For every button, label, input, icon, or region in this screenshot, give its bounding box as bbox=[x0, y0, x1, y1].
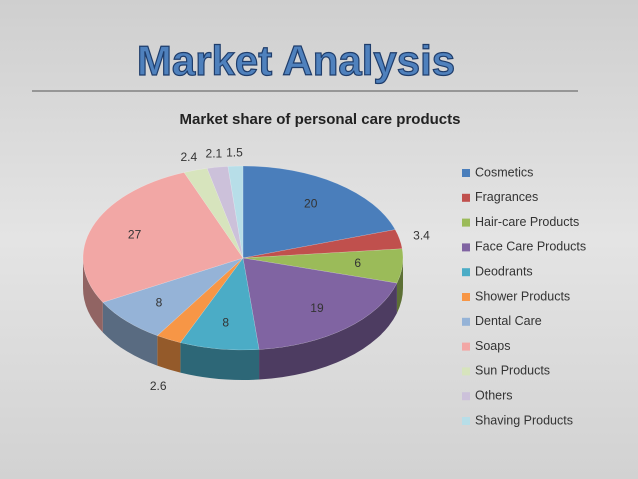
data-label: 8 bbox=[222, 316, 229, 330]
legend-swatch bbox=[462, 342, 470, 351]
legend-label: Sun Products bbox=[475, 364, 550, 378]
data-label: 6 bbox=[354, 256, 361, 270]
slice bbox=[156, 257, 244, 343]
slice-side bbox=[259, 283, 397, 380]
legend-label: Dental Care bbox=[475, 314, 542, 328]
legend-swatch bbox=[462, 193, 470, 202]
legend-swatch bbox=[462, 317, 470, 326]
data-label: 20 bbox=[304, 197, 318, 211]
slice-side bbox=[157, 335, 181, 373]
chart-title: Market share of personal care products bbox=[180, 111, 461, 128]
slice-side bbox=[396, 258, 404, 314]
legend-label: Face Care Products bbox=[475, 240, 586, 254]
slice bbox=[82, 172, 244, 303]
legend-swatch bbox=[462, 392, 470, 401]
legend-label: Hair-care Products bbox=[475, 215, 579, 229]
slice bbox=[242, 229, 403, 259]
data-label: 8 bbox=[156, 296, 163, 310]
slide-title: Market Analysis bbox=[137, 37, 455, 84]
legend-swatch bbox=[462, 243, 470, 252]
data-label: 27 bbox=[128, 228, 142, 242]
legend-swatch bbox=[462, 293, 470, 301]
slice bbox=[183, 168, 244, 259]
legend-label: Cosmetics bbox=[475, 165, 533, 179]
legend-label: Shower Products bbox=[475, 289, 570, 303]
slice-side bbox=[180, 342, 260, 380]
legend-swatch bbox=[462, 367, 470, 376]
slice bbox=[242, 257, 398, 350]
slice-side bbox=[83, 258, 103, 333]
data-label: 2.1 bbox=[206, 147, 223, 161]
data-label: 2.4 bbox=[180, 150, 197, 164]
legend-swatch bbox=[462, 218, 470, 227]
data-label: 1.5 bbox=[226, 145, 243, 159]
slice-side bbox=[102, 302, 158, 366]
slice bbox=[206, 166, 244, 259]
legend-label: Others bbox=[475, 388, 513, 402]
slice bbox=[179, 257, 260, 351]
legend-label: Soaps bbox=[475, 339, 510, 353]
slice bbox=[227, 165, 244, 259]
legend-swatch bbox=[462, 417, 470, 425]
slice bbox=[242, 248, 404, 284]
legend-label: Deodrants bbox=[475, 264, 533, 278]
slice bbox=[242, 165, 396, 259]
data-label: 2.6 bbox=[150, 379, 167, 393]
legend-swatch bbox=[462, 169, 470, 177]
slice bbox=[102, 257, 244, 336]
data-label: 3.4 bbox=[413, 229, 430, 243]
data-label: 19 bbox=[310, 301, 324, 315]
legend-label: Shaving Products bbox=[475, 413, 573, 427]
legend-swatch bbox=[462, 268, 470, 277]
legend-label: Fragrances bbox=[475, 190, 538, 204]
